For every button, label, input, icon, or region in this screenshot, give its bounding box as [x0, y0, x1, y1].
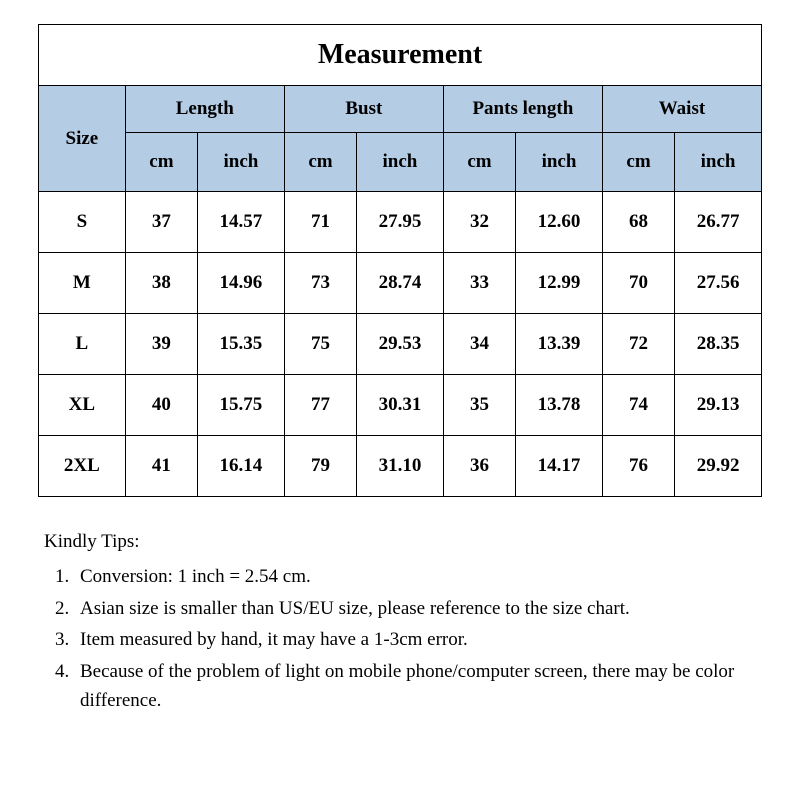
table-row: M 38 14.96 73 28.74 33 12.99 70 27.56 — [39, 253, 762, 314]
size-label: S — [39, 192, 126, 253]
cell: 75 — [284, 314, 356, 375]
cell: 15.35 — [198, 314, 285, 375]
table-title: Measurement — [39, 25, 762, 86]
size-label: L — [39, 314, 126, 375]
unit-inch: inch — [675, 133, 762, 192]
tips-section: Kindly Tips: Conversion: 1 inch = 2.54 c… — [38, 527, 762, 716]
cell: 70 — [602, 253, 674, 314]
cell: 36 — [443, 436, 515, 497]
cell: 27.56 — [675, 253, 762, 314]
tips-item: Asian size is smaller than US/EU size, p… — [74, 594, 762, 623]
group-header-waist: Waist — [602, 86, 761, 133]
unit-inch: inch — [357, 133, 444, 192]
cell: 71 — [284, 192, 356, 253]
size-header: Size — [39, 86, 126, 192]
cell: 12.60 — [516, 192, 603, 253]
cell: 35 — [443, 375, 515, 436]
cell: 37 — [125, 192, 197, 253]
size-label: 2XL — [39, 436, 126, 497]
unit-inch: inch — [516, 133, 603, 192]
tips-title: Kindly Tips: — [44, 527, 762, 556]
table-row: S 37 14.57 71 27.95 32 12.60 68 26.77 — [39, 192, 762, 253]
cell: 33 — [443, 253, 515, 314]
cell: 40 — [125, 375, 197, 436]
cell: 38 — [125, 253, 197, 314]
unit-cm: cm — [443, 133, 515, 192]
table-row: L 39 15.35 75 29.53 34 13.39 72 28.35 — [39, 314, 762, 375]
group-header-pants-length: Pants length — [443, 86, 602, 133]
cell: 32 — [443, 192, 515, 253]
measurement-table: Measurement Size Length Bust Pants lengt… — [38, 24, 762, 497]
cell: 14.17 — [516, 436, 603, 497]
cell: 13.39 — [516, 314, 603, 375]
unit-cm: cm — [602, 133, 674, 192]
cell: 28.35 — [675, 314, 762, 375]
cell: 68 — [602, 192, 674, 253]
cell: 34 — [443, 314, 515, 375]
cell: 26.77 — [675, 192, 762, 253]
tips-item: Conversion: 1 inch = 2.54 cm. — [74, 562, 762, 591]
group-header-length: Length — [125, 86, 284, 133]
cell: 72 — [602, 314, 674, 375]
cell: 13.78 — [516, 375, 603, 436]
cell: 14.96 — [198, 253, 285, 314]
table-row: 2XL 41 16.14 79 31.10 36 14.17 76 29.92 — [39, 436, 762, 497]
size-label: M — [39, 253, 126, 314]
cell: 30.31 — [357, 375, 444, 436]
cell: 39 — [125, 314, 197, 375]
cell: 29.13 — [675, 375, 762, 436]
unit-cm: cm — [284, 133, 356, 192]
cell: 79 — [284, 436, 356, 497]
cell: 15.75 — [198, 375, 285, 436]
cell: 41 — [125, 436, 197, 497]
cell: 29.53 — [357, 314, 444, 375]
tips-item: Because of the problem of light on mobil… — [74, 657, 762, 716]
cell: 76 — [602, 436, 674, 497]
cell: 14.57 — [198, 192, 285, 253]
table-row: XL 40 15.75 77 30.31 35 13.78 74 29.13 — [39, 375, 762, 436]
cell: 12.99 — [516, 253, 603, 314]
cell: 74 — [602, 375, 674, 436]
tips-item: Item measured by hand, it may have a 1-3… — [74, 625, 762, 654]
cell: 77 — [284, 375, 356, 436]
unit-cm: cm — [125, 133, 197, 192]
cell: 29.92 — [675, 436, 762, 497]
cell: 28.74 — [357, 253, 444, 314]
unit-inch: inch — [198, 133, 285, 192]
cell: 16.14 — [198, 436, 285, 497]
cell: 27.95 — [357, 192, 444, 253]
group-header-bust: Bust — [284, 86, 443, 133]
tips-list: Conversion: 1 inch = 2.54 cm. Asian size… — [44, 562, 762, 715]
size-label: XL — [39, 375, 126, 436]
cell: 73 — [284, 253, 356, 314]
cell: 31.10 — [357, 436, 444, 497]
